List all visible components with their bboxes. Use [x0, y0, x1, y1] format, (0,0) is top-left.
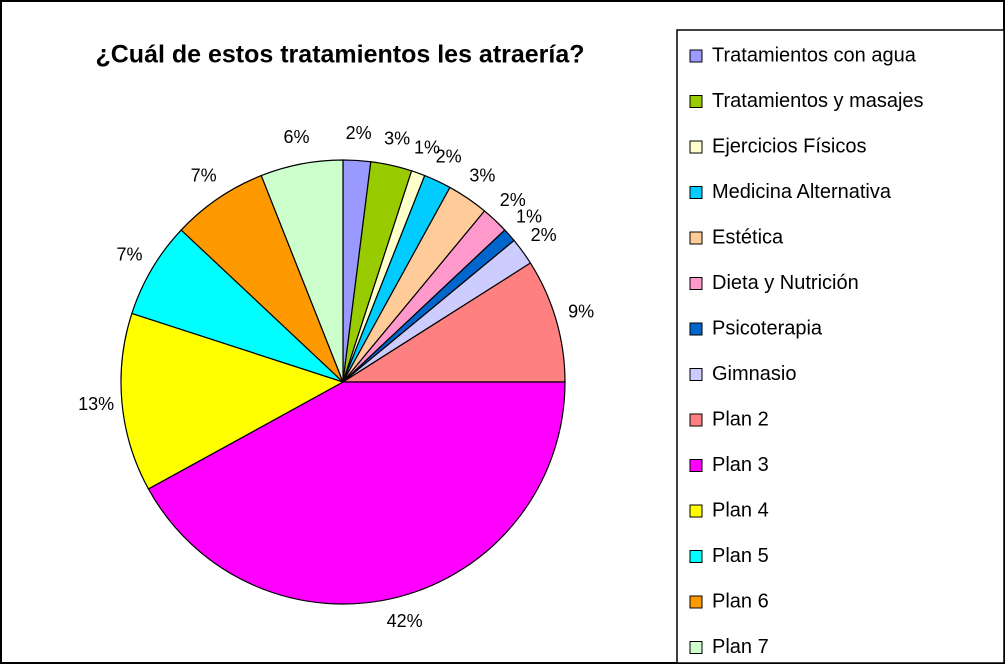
legend-swatch [689, 368, 703, 381]
legend-swatch [689, 231, 703, 245]
data-label: 9% [568, 302, 594, 322]
legend-label: Tratamientos con agua [712, 44, 917, 66]
data-label: 2% [500, 190, 526, 210]
legend-swatch [689, 641, 703, 654]
legend-swatch [689, 140, 703, 154]
legend-swatch [689, 504, 703, 518]
data-label: 2% [346, 123, 372, 143]
legend-label: Estética [712, 226, 784, 248]
data-label: 7% [191, 166, 217, 186]
legend-box [676, 29, 1005, 664]
legend-swatch [689, 459, 703, 472]
chart-title: ¿Cuál de estos tratamientos les atraería… [95, 41, 584, 69]
data-label: 6% [284, 127, 310, 147]
data-label: 2% [436, 146, 462, 166]
data-label: 2% [531, 225, 557, 245]
data-label: 3% [469, 166, 495, 186]
legend-label: Tratamientos y masajes [712, 90, 924, 112]
legend-swatch [689, 595, 703, 609]
data-label: 13% [78, 394, 114, 414]
data-label: 42% [387, 611, 423, 631]
legend-label: Plan 3 [712, 454, 769, 476]
legend-label: Plan 2 [712, 408, 769, 430]
legend-label: Plan 4 [712, 499, 769, 521]
pie-slice [120, 312, 345, 490]
data-label: 7% [117, 245, 143, 265]
legend-label: Dieta y Nutrición [712, 272, 859, 294]
legend-swatch [689, 322, 703, 336]
pie-slice [147, 381, 566, 605]
legend-swatch [689, 277, 703, 290]
legend-swatch [689, 186, 703, 199]
legend-label: Psicoterapia [712, 317, 823, 339]
legend-label: Plan 6 [712, 590, 769, 612]
data-label: 1% [516, 207, 542, 227]
legend-label: Plan 5 [712, 545, 769, 567]
legend-swatch [689, 550, 703, 563]
pie-slice [340, 262, 566, 383]
legend-swatch [689, 413, 703, 427]
legend-swatch [689, 95, 703, 108]
legend-label: Plan 7 [712, 636, 769, 658]
legend-label: Ejercicios Físicos [712, 135, 866, 157]
pie-slice [260, 159, 344, 383]
data-label: 1% [414, 137, 440, 157]
legend-label: Gimnasio [712, 363, 796, 385]
legend-label: Medicina Alternativa [712, 181, 892, 203]
legend-swatch [689, 49, 703, 63]
data-label: 3% [384, 129, 410, 149]
